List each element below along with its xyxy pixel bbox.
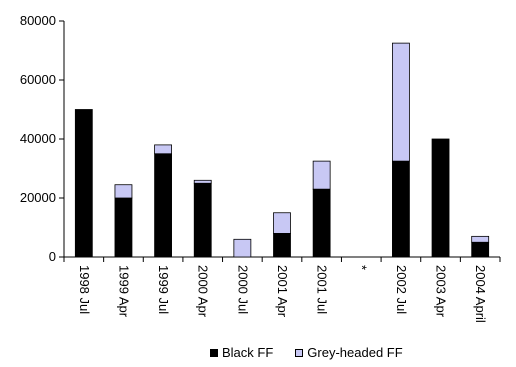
y-axis: 0 20000 40000 60000 80000 (20, 13, 65, 264)
legend-label-black: Black FF (222, 345, 274, 360)
y-tick-label: 60000 (20, 72, 56, 87)
y-tick-label: 80000 (20, 13, 56, 28)
x-tick-label: 2000 Jul (235, 265, 250, 314)
legend-swatch-grey (295, 348, 304, 357)
bar-segment-grey-headed-ff (233, 238, 252, 258)
x-tick-label: 2004 April (473, 265, 488, 323)
x-axis: 1998 Jul 1999 Apr 1999 Jul 2000 Apr 2000 Jul… (63, 256, 501, 323)
bar-segment-grey-headed-ff (114, 184, 133, 199)
x-tick-label: 2002 Jul (394, 265, 409, 314)
bars (74, 42, 490, 258)
bar-segment-black-ff (431, 138, 450, 258)
y-tick-label: 0 (49, 249, 56, 264)
bar-segment-grey-headed-ff (154, 144, 172, 155)
x-tick-label: 1998 Jul (77, 265, 92, 314)
x-tick-label: 2001 Apr (275, 265, 290, 318)
legend-item-black: Black FF (210, 345, 273, 360)
bar-segment-grey-headed-ff (312, 160, 331, 190)
bar-segment-black-ff (154, 153, 172, 258)
bar-segment-grey-headed-ff (273, 212, 291, 234)
bar-segment-black-ff (392, 160, 410, 258)
bar-segment-black-ff (114, 197, 133, 258)
x-tick-label: 2003 Apr (434, 265, 449, 318)
y-tick-label: 40000 (20, 131, 56, 146)
y-tick-label: 20000 (20, 190, 56, 205)
x-tick-label: 1999 Jul (156, 265, 171, 314)
bar-segment-black-ff (312, 188, 331, 258)
bar-segment-black-ff (471, 241, 490, 258)
bar-segment-grey-headed-ff (392, 42, 410, 162)
legend-label-grey: Grey-headed FF (307, 345, 403, 360)
bar-segment-black-ff (193, 182, 212, 258)
bar-segment-grey-headed-ff (193, 179, 212, 184)
bar-segment-grey-headed-ff (471, 235, 490, 243)
legend-item-grey: Grey-headed FF (295, 345, 403, 360)
legend: Black FF Grey-headed FF (210, 345, 425, 360)
x-tick-label: 2001 Jul (315, 265, 330, 314)
bar-segment-black-ff (273, 232, 291, 258)
x-tick-label: 2000 Apr (196, 265, 211, 318)
x-tick-label: * (354, 265, 369, 270)
x-tick-label: 1999 Apr (116, 265, 131, 318)
bar-segment-black-ff (74, 109, 93, 258)
legend-swatch-black (210, 348, 218, 357)
